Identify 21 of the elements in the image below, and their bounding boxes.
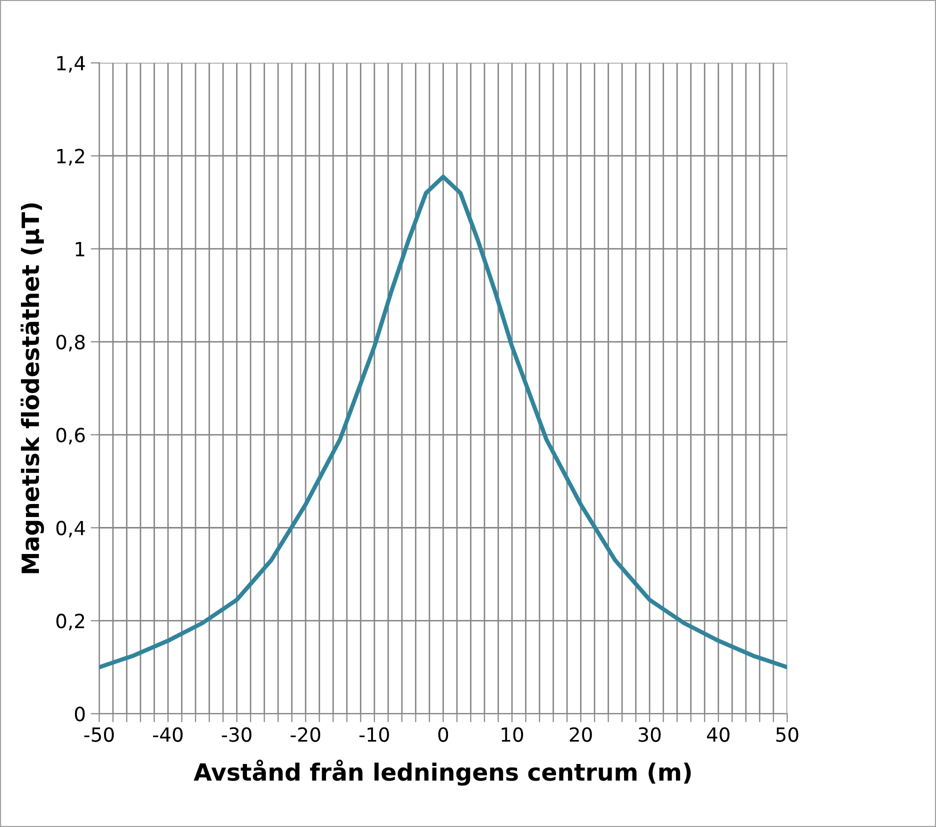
x-tick-label: 0 [438,727,448,742]
x-tick-label: 10 [502,727,524,742]
y-tick-label: 0,8 [56,334,85,352]
x-tick-label: -50 [84,727,114,742]
y-tick-label: 0,2 [56,614,84,630]
y-tick-label: 0,6 [56,428,85,444]
x-tick-label: 20 [570,727,592,742]
x-tick-label: -30 [222,727,252,742]
y-tick-label: 1 [76,242,84,256]
y-tick-label: 1,2 [57,148,84,166]
x-tick-label: 50 [776,727,798,742]
x-tick-label: -10 [359,727,389,742]
x-axis-title: Avstånd från ledningens centrum (m) [194,760,691,786]
y-tick-label: 1,4 [57,56,85,72]
x-tick-label: 30 [638,727,661,742]
x-tick-label: -20 [290,727,320,742]
y-tick-label: 0 [74,706,85,722]
x-tick-label: 40 [706,727,730,742]
y-tick-label: 0,4 [56,520,85,538]
x-tick-label: -40 [153,727,183,742]
y-axis-title: Magnetisk flödestäthet (µT) [20,203,44,574]
